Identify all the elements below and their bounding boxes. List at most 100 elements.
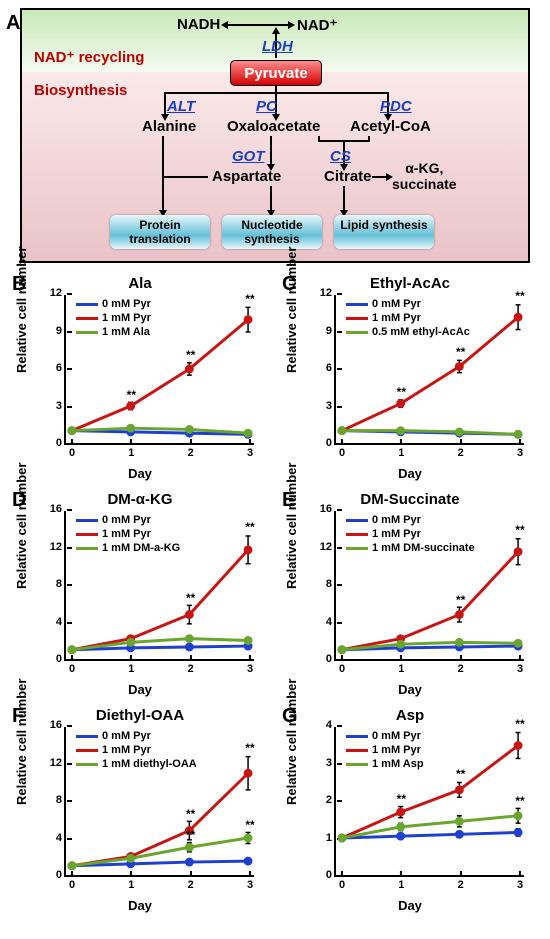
enzyme-ldh: LDH	[262, 38, 293, 55]
data-marker	[514, 313, 522, 321]
y-tick: 3	[318, 757, 336, 769]
metabolite-alanine: Alanine	[142, 118, 196, 135]
x-tick: 2	[458, 875, 464, 891]
data-marker	[338, 427, 346, 435]
legend-swatch	[76, 519, 98, 522]
sink-nucleotide-synthesis: Nucleotide synthesis	[222, 215, 322, 249]
sink-protein-translation: Protein translation	[110, 215, 210, 249]
arrow-cit-akg	[372, 176, 386, 178]
significance-marker: **	[397, 385, 406, 399]
x-tick: 1	[398, 443, 404, 459]
metabolite-nadh: NADH	[177, 16, 220, 33]
x-tick: 1	[128, 875, 134, 891]
y-tick: 4	[318, 616, 336, 628]
legend-swatch	[76, 547, 98, 550]
legend-label: 1 mM Pyr	[102, 311, 151, 325]
data-marker	[127, 638, 135, 646]
significance-marker: **	[456, 593, 465, 607]
y-tick: 0	[48, 437, 66, 449]
y-tick: 12	[48, 757, 66, 769]
legend-item: 0 mM Pyr	[76, 297, 151, 311]
chart-E: EDM-SuccinateRelative cell numberDay0481…	[280, 489, 540, 699]
data-marker	[455, 817, 463, 825]
arrow-ala-prot	[162, 136, 164, 210]
data-marker	[455, 428, 463, 436]
legend-swatch	[76, 763, 98, 766]
data-marker	[397, 823, 405, 831]
x-tick: 3	[247, 659, 253, 675]
arrow-cs-l	[318, 136, 320, 142]
significance-marker: **	[245, 818, 254, 832]
y-tick: 6	[48, 362, 66, 374]
legend-label: 1 mM Pyr	[372, 527, 421, 541]
legend-label: 0 mM Pyr	[372, 729, 421, 743]
x-tick: 3	[517, 659, 523, 675]
legend-item: 0.5 mM ethyl-AcAc	[346, 325, 470, 339]
legend-label: 1 mM Pyr	[372, 743, 421, 757]
significance-marker: **	[515, 794, 524, 808]
significance-marker: **	[186, 828, 195, 842]
legend-item: 1 mM Ala	[76, 325, 151, 339]
legend-swatch	[76, 317, 98, 320]
y-tick: 3	[318, 400, 336, 412]
y-tick: 0	[318, 437, 336, 449]
y-tick: 6	[318, 362, 336, 374]
legend-label: 1 mM DM-succinate	[372, 541, 475, 555]
metabolite-akg-succ: α-KG, succinate	[392, 160, 457, 192]
y-tick: 16	[318, 503, 336, 515]
legend-label: 1 mM diethyl-OAA	[102, 757, 197, 771]
legend-item: 0 mM Pyr	[346, 729, 424, 743]
y-tick: 12	[48, 287, 66, 299]
enzyme-cs: CS	[330, 148, 351, 165]
significance-marker: **	[456, 345, 465, 359]
y-tick: 4	[318, 719, 336, 731]
legend-swatch	[76, 303, 98, 306]
x-axis-label: Day	[10, 682, 270, 697]
legend-label: 1 mM Asp	[372, 757, 424, 771]
data-marker	[338, 834, 346, 842]
significance-marker: **	[186, 591, 195, 605]
data-marker	[244, 429, 252, 437]
legend-item: 0 mM Pyr	[76, 513, 180, 527]
data-marker	[68, 427, 76, 435]
data-marker	[185, 425, 193, 433]
data-marker	[455, 363, 463, 371]
y-axis-label: Relative cell number	[284, 463, 299, 589]
chart-C: CEthyl-AcAcRelative cell numberDay036912…	[280, 273, 540, 483]
x-tick: 0	[69, 875, 75, 891]
legend-label: 0 mM Pyr	[102, 513, 151, 527]
significance-marker: **	[186, 807, 195, 821]
label-biosynthesis: Biosynthesis	[34, 82, 127, 99]
legend-swatch	[76, 735, 98, 738]
y-tick: 12	[48, 541, 66, 553]
y-axis-label: Relative cell number	[14, 679, 29, 805]
data-marker	[455, 786, 463, 794]
chart-legend: 0 mM Pyr 1 mM Pyr 1 mM DM-a-KG	[76, 513, 180, 555]
legend-label: 1 mM Pyr	[372, 311, 421, 325]
data-marker	[68, 646, 76, 654]
legend-label: 0.5 mM ethyl-AcAc	[372, 325, 470, 339]
legend-swatch	[346, 331, 368, 334]
data-marker	[244, 637, 252, 645]
x-tick: 1	[128, 443, 134, 459]
significance-marker: **	[515, 523, 524, 537]
data-marker	[185, 365, 193, 373]
x-tick: 2	[188, 443, 194, 459]
data-marker	[244, 834, 252, 842]
data-marker	[397, 427, 405, 435]
arrow-nadh-nadp	[228, 24, 288, 26]
y-tick: 9	[48, 325, 66, 337]
chart-B: BAlaRelative cell numberDay0369120123***…	[10, 273, 270, 483]
data-marker	[244, 769, 252, 777]
data-marker	[455, 611, 463, 619]
chart-G: GAspRelative cell numberDay012340123****…	[280, 705, 540, 915]
significance-marker: **	[456, 767, 465, 781]
chart-D: DDM-α-KGRelative cell numberDay048121601…	[10, 489, 270, 699]
data-marker	[68, 862, 76, 870]
legend-swatch	[346, 547, 368, 550]
x-tick: 3	[517, 875, 523, 891]
legend-swatch	[76, 331, 98, 334]
data-marker	[185, 611, 193, 619]
y-tick: 12	[318, 287, 336, 299]
x-axis-label: Day	[280, 898, 540, 913]
